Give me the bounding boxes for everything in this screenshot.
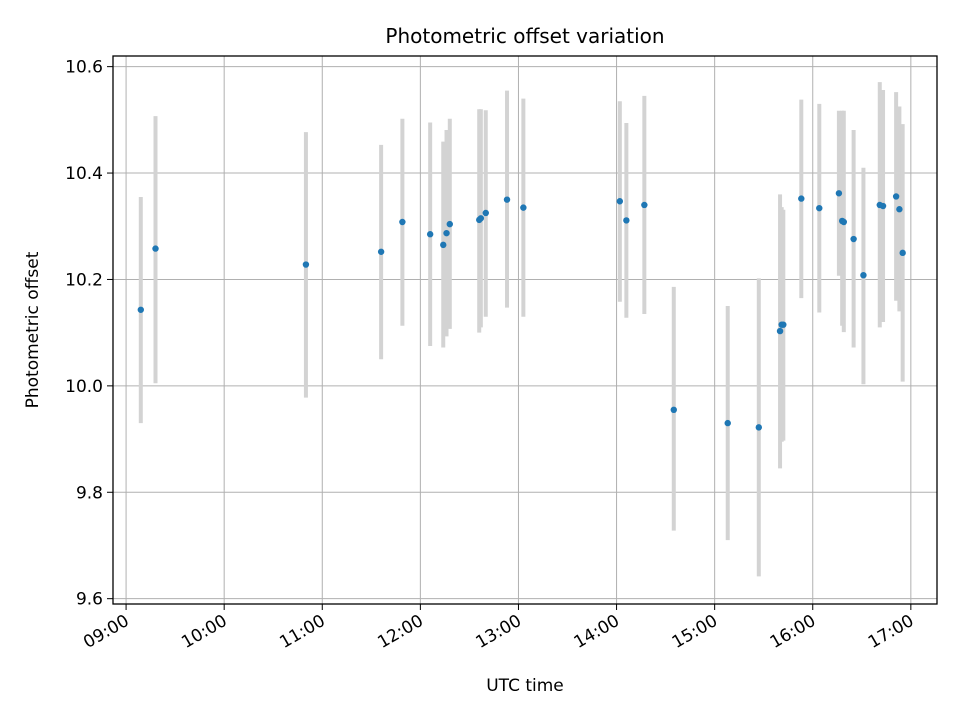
x-axis-title: UTC time bbox=[486, 676, 564, 696]
y-tick-label: 10.4 bbox=[65, 164, 103, 184]
data-point bbox=[477, 215, 485, 222]
data-point bbox=[302, 261, 310, 268]
data-point bbox=[798, 195, 805, 202]
data-point bbox=[426, 231, 434, 238]
data-point bbox=[670, 406, 677, 414]
data-point bbox=[816, 204, 823, 212]
y-axis-ticks: 9.6 9.8 10.0 10.2 10.4 10.6 bbox=[65, 58, 113, 610]
data-point bbox=[137, 306, 144, 313]
data-point bbox=[780, 321, 787, 328]
data-point bbox=[399, 218, 406, 226]
data-point bbox=[446, 220, 453, 228]
data-point bbox=[616, 198, 624, 205]
data-point bbox=[482, 209, 489, 217]
data-point bbox=[623, 217, 630, 224]
y-tick-label: 10.6 bbox=[65, 58, 103, 78]
y-tick-label: 9.8 bbox=[76, 483, 103, 503]
data-point bbox=[440, 241, 447, 249]
data-point bbox=[879, 202, 887, 210]
data-point bbox=[443, 229, 450, 237]
data-points bbox=[137, 190, 906, 431]
plot-frame bbox=[112, 55, 938, 605]
data-point bbox=[850, 235, 857, 243]
data-point bbox=[899, 249, 906, 257]
data-point bbox=[896, 206, 903, 213]
data-point bbox=[892, 193, 900, 200]
data-point bbox=[724, 419, 731, 427]
y-tick-label: 10.0 bbox=[65, 377, 103, 397]
data-point bbox=[641, 201, 648, 209]
data-point bbox=[776, 327, 784, 335]
data-point bbox=[152, 245, 159, 252]
data-point bbox=[755, 424, 762, 431]
data-point bbox=[840, 218, 848, 226]
y-axis-title: Photometric offset bbox=[23, 251, 43, 408]
data-point bbox=[520, 204, 527, 211]
y-tick-label: 10.2 bbox=[65, 270, 103, 290]
y-tick-label: 9.6 bbox=[76, 590, 103, 610]
data-point bbox=[377, 248, 385, 255]
chart-title: Photometric offset variation bbox=[385, 24, 664, 48]
data-point bbox=[860, 272, 867, 279]
data-point bbox=[835, 190, 843, 197]
data-point bbox=[503, 196, 511, 203]
